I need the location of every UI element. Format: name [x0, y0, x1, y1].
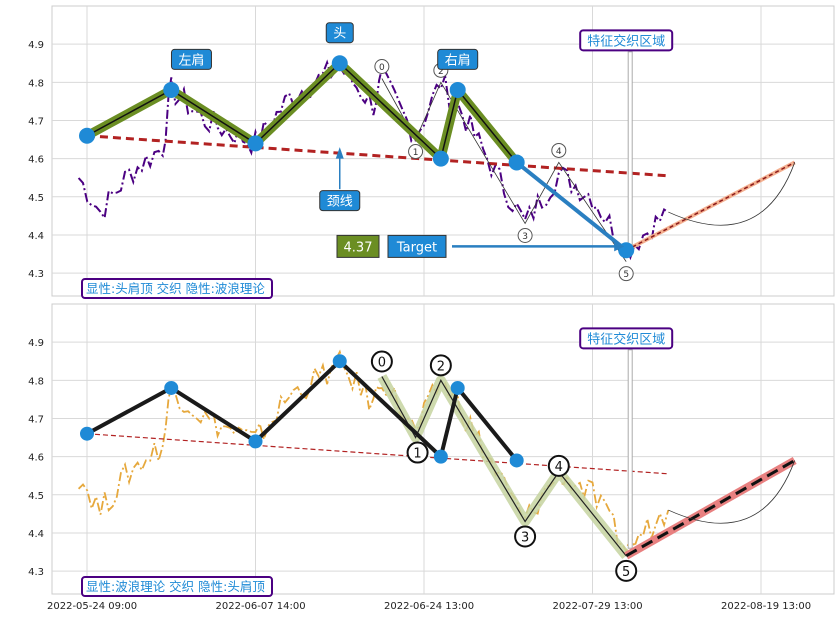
y-tick-label: 4.6 — [28, 453, 44, 464]
pivot-point — [79, 127, 95, 144]
y-tick-label: 4.5 — [28, 193, 44, 204]
pattern-label-box — [325, 22, 354, 44]
pivot-point — [163, 81, 180, 98]
neckline — [86, 134, 669, 178]
corner-label: 显性:头肩顶 交织 隐性:波浪理论 — [86, 281, 265, 296]
wave-label-circle — [408, 144, 424, 160]
x-tick-label: 2022-05-24 09:00 — [47, 601, 137, 612]
pivot-point — [247, 135, 264, 152]
x-tick-label: 2022-06-07 14:00 — [216, 601, 306, 612]
y-tick-label: 4.7 — [28, 116, 44, 127]
pivot-point — [248, 434, 263, 449]
wave-label-circle — [374, 59, 390, 74]
pivot-point — [509, 453, 524, 468]
breakdown-line — [515, 160, 628, 252]
y-tick-label: 4.3 — [28, 567, 44, 578]
x-tick-label: 2022-08-19 13:00 — [721, 601, 811, 612]
y-tick-label: 4.5 — [28, 491, 44, 502]
panel-bottom: 4.3 4.4 4.5 4.6 4.7 4.8 4.9 0 1 2 3 4 5 特征交织区域 2022-05… — [28, 303, 835, 612]
y-tick-label: 4.9 — [28, 338, 44, 349]
projection-arc — [668, 460, 796, 524]
pattern-label: 颈线 — [327, 195, 353, 210]
wave-label: 3 — [521, 531, 529, 546]
panel-top: 4.3 4.4 4.5 4.6 4.7 4.8 4.9 0 1 2 3 4 5 4.37 Target 左肩 头… — [28, 5, 835, 299]
wave-label: 3 — [522, 232, 528, 242]
x-tick-label: 2022-06-24 13:00 — [384, 601, 474, 612]
target-projection-line — [625, 161, 796, 251]
wave-label: 4 — [555, 460, 563, 475]
corner-label-box — [81, 278, 273, 299]
pattern-label: 右肩 — [445, 52, 471, 68]
pattern-label-box — [319, 190, 361, 212]
wave-label-circle — [406, 441, 429, 464]
target-value-box — [336, 234, 380, 258]
wave-label-circle — [547, 454, 570, 477]
wave-label-circle — [615, 559, 638, 582]
pivot-point — [164, 380, 179, 395]
wave-label: 5 — [622, 565, 630, 580]
pattern-label: 特征交织区域 — [587, 33, 665, 49]
wave-label-circle — [429, 354, 452, 377]
pattern-label-box — [579, 29, 674, 52]
corner-label: 显性:波浪理论 交织 隐性:头肩顶 — [86, 579, 265, 594]
pattern-label-box — [170, 48, 212, 70]
x-tick-label: 2022-07-29 13:00 — [553, 601, 643, 612]
target-value: 4.37 — [344, 240, 373, 255]
wave-label: 0 — [379, 63, 385, 73]
target-label: Target — [396, 240, 437, 255]
wave-label: 4 — [556, 147, 562, 157]
y-tick-label: 4.4 — [28, 231, 44, 242]
target-arrowhead — [614, 241, 625, 252]
pivot-point — [450, 380, 465, 395]
y-tick-label: 4.6 — [28, 155, 44, 166]
pivot-point — [433, 449, 448, 464]
pivot-point — [432, 150, 449, 167]
projection-arc — [668, 162, 796, 226]
y-tick-label: 4.7 — [28, 414, 44, 425]
wave-label: 2 — [438, 67, 444, 77]
pattern-label-box — [437, 48, 479, 70]
wave-label: 0 — [378, 356, 386, 371]
pattern-label: 左肩 — [178, 52, 204, 68]
pattern-label: 特征交织区域 — [587, 331, 665, 347]
wave-label-circle — [517, 228, 533, 243]
neckline-arrowhead — [335, 147, 344, 159]
y-tick-label: 4.9 — [28, 40, 44, 51]
wave-label: 1 — [413, 447, 421, 462]
wave-label: 5 — [623, 270, 629, 280]
pivot-point — [80, 426, 94, 441]
wave-label: 1 — [413, 148, 419, 158]
wave-label-circle — [514, 525, 537, 548]
feature-marker — [627, 349, 633, 549]
pattern-label-box — [579, 327, 674, 350]
y-tick-label: 4.8 — [28, 376, 44, 387]
pattern-label: 头 — [333, 27, 346, 42]
pivot-point — [332, 354, 347, 369]
pivot-point — [331, 55, 348, 72]
feature-marker — [627, 51, 633, 251]
wave-label-circle — [370, 350, 393, 373]
wave-label-circle — [551, 142, 567, 158]
wave-label: 2 — [437, 359, 445, 374]
y-tick-label: 4.3 — [28, 269, 44, 280]
corner-label-box — [81, 576, 273, 597]
wave-label-circle — [618, 266, 634, 282]
neckline — [86, 433, 669, 475]
wave-projection-line — [625, 459, 796, 558]
pivot-point — [508, 154, 525, 171]
target-label-box — [387, 234, 447, 258]
y-tick-label: 4.8 — [28, 78, 44, 89]
y-tick-label: 4.4 — [28, 529, 44, 540]
pivot-point — [449, 81, 466, 98]
